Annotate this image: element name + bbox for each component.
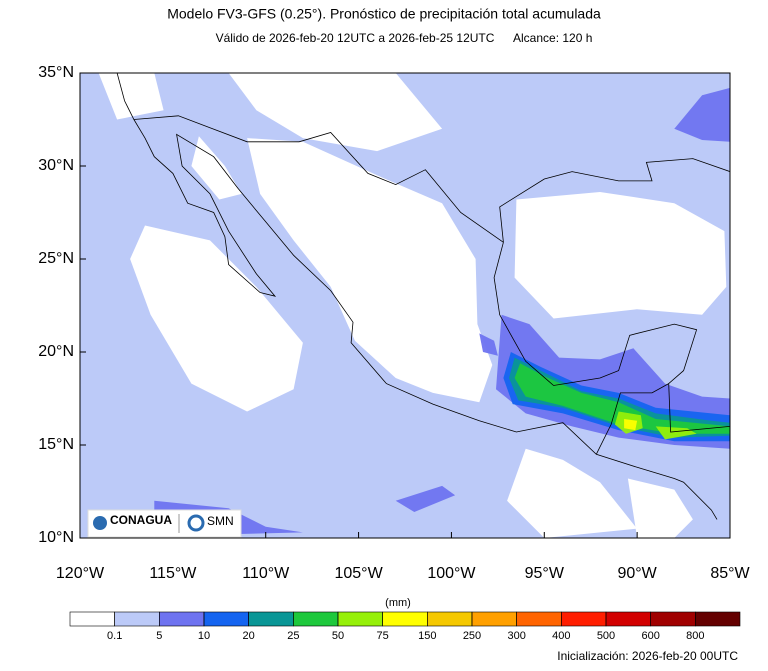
coastline (116, 73, 718, 520)
dry-area (627, 478, 693, 538)
map-layer (80, 73, 730, 538)
subtitle: Válido de 2026-feb-20 12UTC a 2026-feb-2… (216, 31, 495, 45)
x-tick-label: 115°W (149, 565, 197, 582)
color-swatch (382, 611, 428, 627)
x-tick-label: 120°W (56, 565, 105, 582)
colorbar-label: 25 (287, 630, 299, 642)
precip-area (674, 87, 730, 142)
colorbar-label: 150 (418, 630, 436, 642)
color-swatch (650, 611, 696, 627)
y-tick-label: 10°N (38, 529, 74, 546)
colorbar-label: 0.1 (107, 630, 122, 642)
logo-box: CONAGUA SMN (87, 509, 242, 538)
x-tick-label: 100°W (427, 565, 476, 582)
color-swatch (159, 611, 205, 627)
colorbar: 0.1 5 10 20 25 50 75 150 250 300 400 500 600 800 (69, 611, 741, 642)
dry-area (191, 136, 242, 200)
color-swatch (605, 611, 651, 627)
color-swatch (293, 611, 339, 627)
dry-area (98, 73, 164, 120)
colorbar-label: 250 (463, 630, 481, 642)
precip-area (479, 333, 498, 356)
precip-area (509, 357, 730, 438)
title: Modelo FV3-GFS (0.25°). Pronóstico de pr… (167, 6, 601, 22)
colorbar-label: 5 (156, 630, 162, 642)
y-tick-label: 20°N (38, 343, 74, 360)
x-tick-label: 90°W (617, 565, 657, 582)
x-tick-label: 105°W (334, 565, 383, 582)
x-tick-label: 95°W (525, 565, 565, 582)
x-tick-label: 110°W (242, 565, 290, 582)
coastline (133, 115, 504, 243)
color-swatch (114, 611, 160, 627)
colorbar-label: 50 (332, 630, 344, 642)
map-frame (79, 72, 731, 539)
map: 120°W 115°W 110°W 105°W 100°W 95°W 90°W 85°W 10°… (38, 64, 750, 582)
colorbar-label: 10 (198, 630, 210, 642)
color-swatch (516, 611, 562, 627)
colorbar-unit: (mm) (385, 597, 411, 609)
colorbar-label: 300 (507, 630, 525, 642)
color-swatch (203, 611, 249, 627)
color-swatch (69, 611, 115, 627)
y-tick-label: 35°N (38, 64, 74, 81)
logo-text: CONAGUA (110, 513, 172, 527)
y-tick-label: 15°N (38, 436, 74, 453)
precip-area (624, 419, 638, 431)
range-label: Alcance: 120 h (513, 31, 592, 45)
color-swatch (561, 611, 607, 627)
dry-area (507, 448, 638, 538)
dry-area (130, 225, 303, 412)
colorbar-label: 400 (552, 630, 570, 642)
dry-area (247, 138, 493, 403)
precip-area (395, 485, 456, 512)
colorbar-label: 500 (597, 630, 615, 642)
x-tick-label: 85°W (710, 565, 750, 582)
dry-area (228, 73, 443, 152)
dry-area (514, 192, 727, 319)
y-tick-label: 25°N (38, 250, 74, 267)
color-swatch (471, 611, 517, 627)
coastline (499, 158, 730, 243)
color-swatch (427, 611, 473, 627)
coastline (729, 318, 730, 319)
precip-area (655, 426, 697, 440)
logo-text: SMN (207, 514, 234, 528)
color-swatch (337, 611, 383, 627)
y-tick-label: 30°N (38, 157, 74, 174)
color-swatch (695, 611, 741, 627)
color-swatch (248, 611, 294, 627)
logo-icon (187, 514, 205, 532)
logo-background (87, 509, 242, 538)
coastline (595, 383, 669, 455)
logo-icon (93, 516, 107, 530)
footer: Inicialización: 2026-feb-20 00UTC (557, 649, 738, 663)
colorbar-label: 600 (641, 630, 659, 642)
coastline (493, 242, 730, 433)
colorbar-label: 75 (377, 630, 389, 642)
colorbar-label: 800 (686, 630, 704, 642)
colorbar-label: 20 (243, 630, 255, 642)
